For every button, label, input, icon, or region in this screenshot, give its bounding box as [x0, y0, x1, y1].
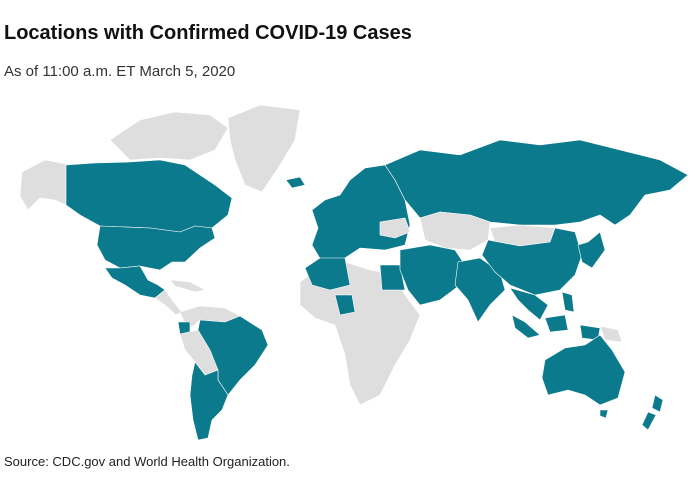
- philippines: [561, 291, 575, 313]
- korea-japan: [577, 231, 606, 269]
- tasmania: [599, 409, 609, 419]
- egypt: [379, 264, 406, 291]
- arctic-islands: [109, 111, 229, 161]
- mexico: [104, 265, 166, 299]
- middle-east: [399, 244, 466, 306]
- southeast-asia: [509, 287, 549, 321]
- title: Locations with Confirmed COVID-19 Cases: [4, 22, 412, 44]
- africa: [299, 261, 421, 406]
- alaska: [19, 159, 67, 211]
- europe: [311, 164, 411, 263]
- new-guinea: [599, 325, 623, 343]
- new-zealand: [641, 394, 664, 431]
- ukraine-region: [379, 217, 411, 239]
- source: Source: CDC.gov and World Health Organiz…: [4, 454, 290, 469]
- argentina-chile: [189, 361, 229, 441]
- brazil: [197, 315, 269, 396]
- north-africa: [304, 257, 351, 291]
- nigeria: [334, 294, 356, 316]
- greenland: [227, 104, 301, 193]
- caribbean: [169, 279, 206, 293]
- world-map: [19, 104, 689, 441]
- subtitle: As of 11:00 a.m. ET March 5, 2020: [4, 63, 236, 80]
- australia: [541, 334, 626, 406]
- usa: [96, 225, 216, 271]
- indonesia: [511, 314, 601, 341]
- china: [481, 227, 583, 296]
- iceland: [285, 176, 306, 189]
- canada: [65, 159, 233, 233]
- russia: [384, 139, 689, 226]
- india: [454, 257, 506, 323]
